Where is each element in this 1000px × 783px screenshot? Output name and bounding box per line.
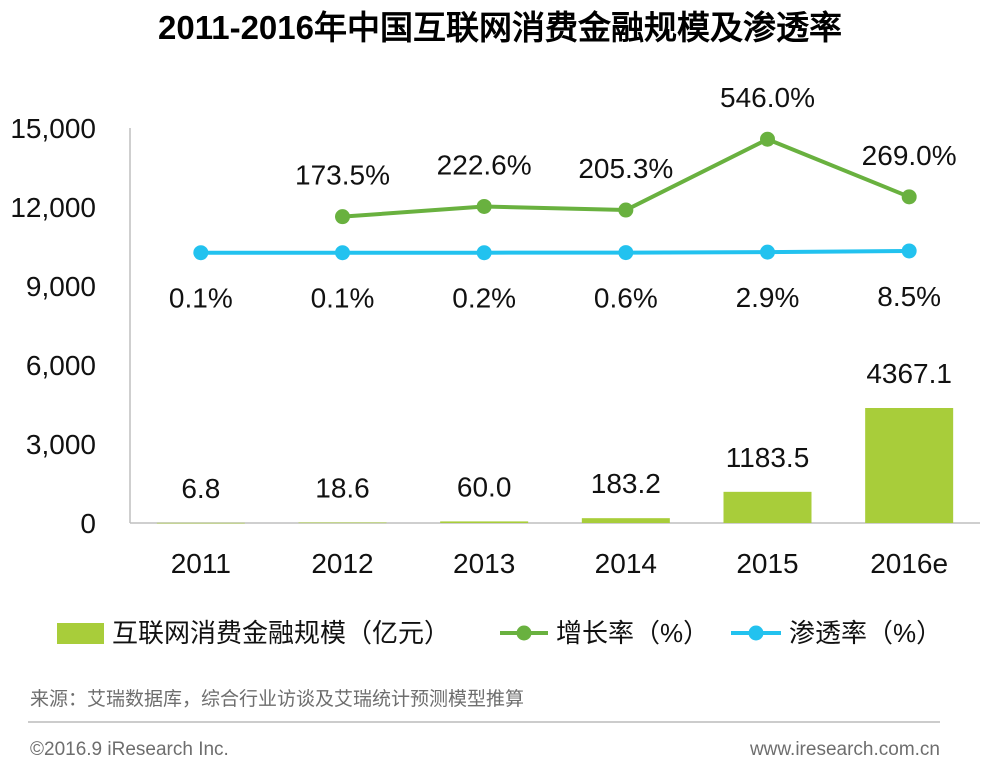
copyright: ©2016.9 iResearch Inc. [30,739,229,760]
bar-series [156,407,954,524]
growth-rate-point [760,131,775,147]
legend-marker-growth-rate [516,625,532,641]
legend-label-growth-rate: 增长率（%） [556,618,709,648]
bar-2015 [723,491,812,523]
legend-swatch-scale [57,623,104,644]
growth-rate-label: 222.6% [437,149,532,180]
y-tick-label: 6,000 [26,350,96,381]
y-tick-label: 15,000 [10,113,96,144]
bar-2012 [298,522,387,524]
bar-2014 [581,518,670,523]
penetration-rate-point [476,245,492,261]
x-tick-label: 2016e [870,548,948,579]
data-labels: 6.8 18.6 60.0 183.2 1183.5 4367.1 173.5% 222.6%… [169,82,957,504]
x-tick-label: 2014 [595,548,657,579]
penetration-rate-label: 0.1% [169,283,233,314]
legend: 互联网消费金融规模（亿元） 增长率（%） 渗透率（%） [57,618,942,648]
growth-rate-label: 546.0% [720,82,815,113]
line-markers [193,131,917,261]
bar-value-label: 1183.5 [726,442,810,473]
footer: 来源：艾瑞数据库，综合行业访谈及艾瑞统计预测模型推算 ©2016.9 iRese… [28,688,940,760]
line-series [198,137,912,255]
y-tick-label: 3,000 [26,429,96,460]
growth-rate-point [618,202,634,218]
penetration-rate-point [193,245,209,261]
bar-value-label: 18.6 [315,473,370,504]
y-tick-label: 9,000 [26,271,96,302]
bar-value-label: 60.0 [457,471,512,502]
x-tick-label: 2015 [736,548,798,579]
penetration-rate-label: 0.2% [452,283,516,314]
chart-title: 2011-2016年中国互联网消费金融规模及渗透率 [158,9,842,46]
legend-label-penetration-rate: 渗透率（%） [789,618,942,648]
bar-2011 [156,522,245,524]
penetration-rate-point [760,244,775,260]
x-tick-label: 2013 [453,548,515,579]
penetration-rate-label: 8.5% [877,281,941,312]
penetration-rate-point [335,245,350,261]
growth-rate-point [335,209,350,225]
penetration-rate-point [901,243,917,259]
growth-rate-point [901,189,917,205]
growth-rate-label: 205.3% [578,153,673,184]
y-tick-label: 12,000 [10,192,96,223]
growth-rate-label: 173.5% [295,160,390,191]
bar-2016e [865,407,954,523]
legend-label-scale: 互联网消费金融规模（亿元） [112,618,450,648]
website-link[interactable]: www.iresearch.com.cn [749,739,940,760]
x-tick-label: 2012 [311,548,373,579]
growth-rate-point [476,198,492,214]
x-tick-label: 2011 [171,548,231,579]
growth-rate-label: 269.0% [862,140,957,171]
penetration-rate-label: 2.9% [736,282,800,313]
penetration-rate-line [198,248,912,255]
penetration-rate-label: 0.6% [594,283,658,314]
bar-value-label: 6.8 [181,473,220,504]
source-note: 来源：艾瑞数据库，综合行业访谈及艾瑞统计预测模型推算 [30,688,524,710]
bar-2013 [440,521,529,523]
bar-value-label: 4367.1 [866,358,952,389]
penetration-rate-point [618,245,634,261]
axes: 0 3,000 6,000 9,000 12,000 15,000 2011 2012 2013… [10,113,980,579]
penetration-rate-label: 0.1% [311,283,375,314]
y-tick-label: 0 [80,508,96,539]
legend-marker-penetration-rate [748,625,764,641]
bar-value-label: 183.2 [591,468,661,499]
